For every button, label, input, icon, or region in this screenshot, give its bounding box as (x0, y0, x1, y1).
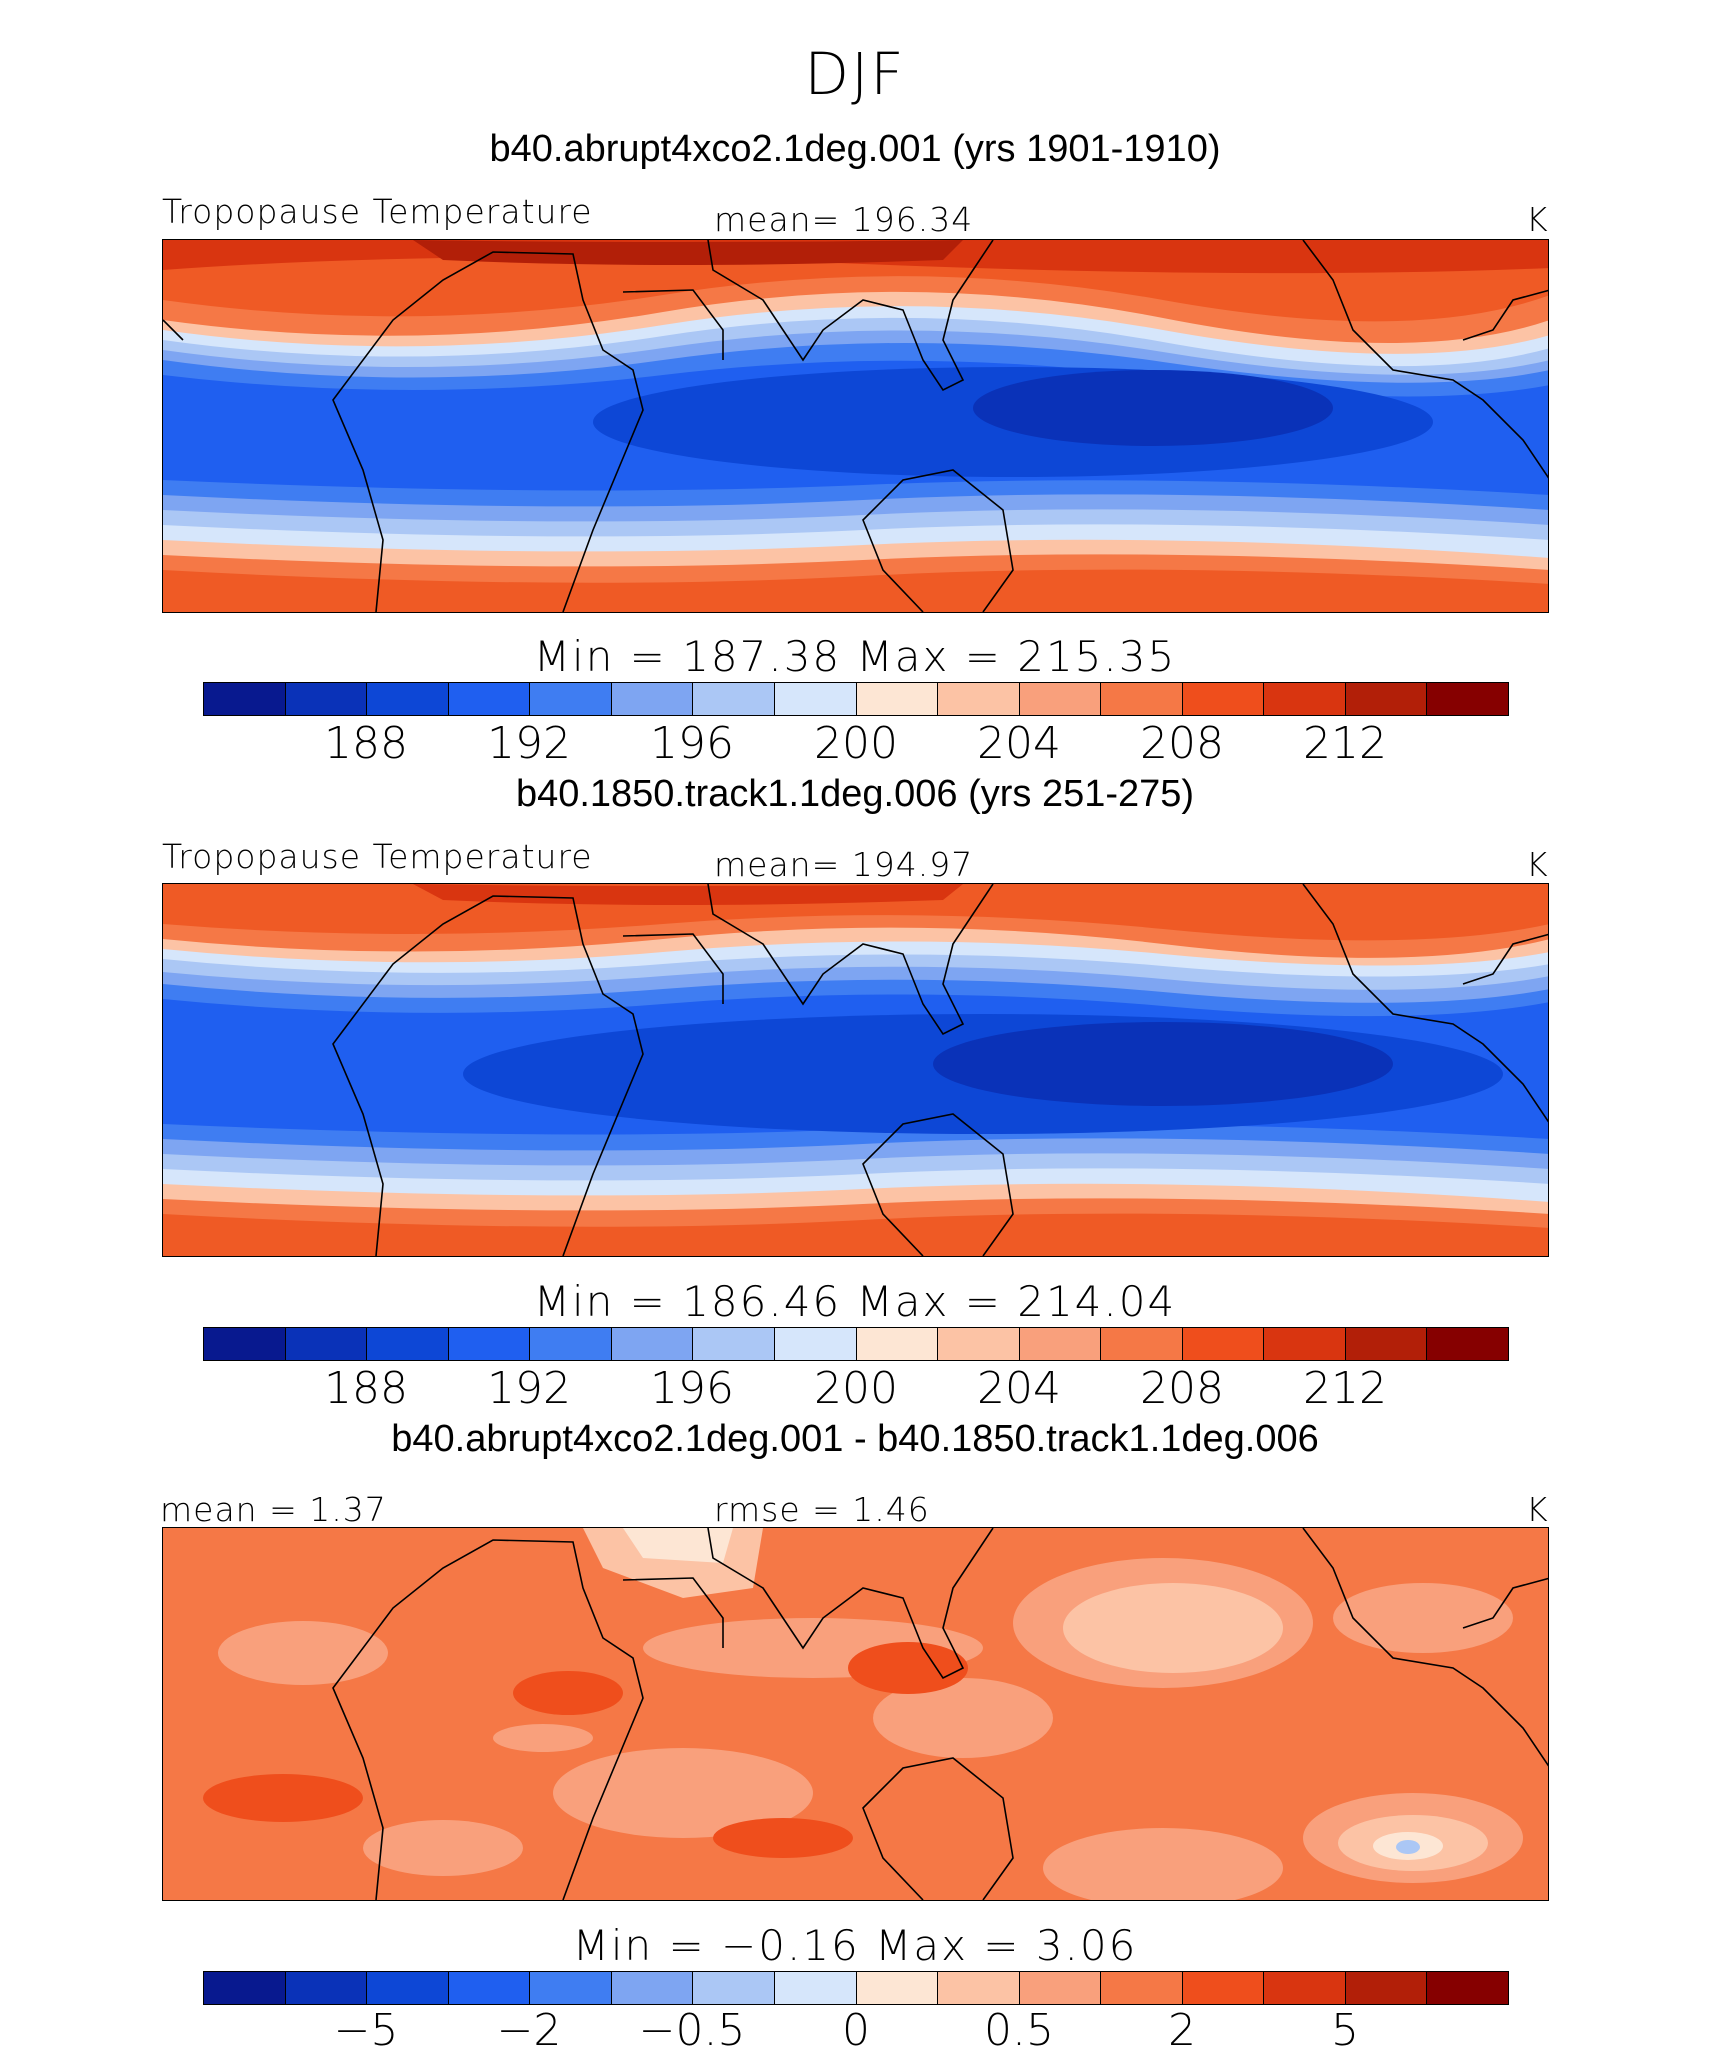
colorbar-swatch (938, 1972, 1020, 2004)
colorbar-swatch (204, 683, 286, 715)
panel-3-rmse-label: rmse = 1.46 (714, 1490, 930, 1529)
panel-2-tick-label: 212 (1303, 1363, 1387, 1414)
colorbar-swatch (1345, 683, 1428, 715)
colorbar-swatch (611, 1972, 694, 2004)
colorbar-swatch (774, 1972, 857, 2004)
colorbar-swatch (285, 1328, 368, 1360)
panel-2-title: b40.1850.track1.1deg.006 (yrs 251-275) (515, 773, 1195, 815)
panel-3-contour-field (163, 1528, 1548, 1900)
panel-3-colorbar (203, 1971, 1509, 2005)
colorbar-swatch (1101, 1328, 1183, 1360)
panel-2-colorbar (203, 1327, 1509, 1361)
colorbar-swatch (611, 683, 694, 715)
colorbar-swatch (448, 683, 531, 715)
panel-1-colorbar (203, 682, 1509, 716)
colorbar-swatch (1264, 1972, 1346, 2004)
colorbar-swatch (1182, 1972, 1265, 2004)
colorbar-swatch (693, 683, 775, 715)
panel-1-tick-label: 196 (650, 718, 734, 769)
panel-1-minmax: Min = 187.38 Max = 215.35 (533, 632, 1177, 681)
panel-2-contour-field (163, 884, 1548, 1256)
colorbar-swatch (774, 683, 857, 715)
panel-1-variable-label: Tropopause Temperature (162, 192, 593, 231)
colorbar-swatch (530, 683, 612, 715)
colorbar-swatch (1101, 683, 1183, 715)
colorbar-swatch (938, 1328, 1020, 1360)
panel-2-map (162, 883, 1549, 1257)
panel-3-title: b40.abrupt4xco2.1deg.001 - b40.1850.trac… (391, 1418, 1319, 1460)
colorbar-swatch (285, 1972, 368, 2004)
colorbar-swatch (1182, 683, 1265, 715)
panel-2-tick-label: 208 (1140, 1363, 1224, 1414)
colorbar-swatch (1345, 1328, 1428, 1360)
colorbar-swatch (856, 1972, 939, 2004)
figure-title: DJF (804, 40, 906, 108)
colorbar-swatch (204, 1328, 286, 1360)
colorbar-swatch (367, 1328, 449, 1360)
panel-2-mean-label: mean= 194.97 (714, 845, 974, 884)
panel-1-units-label: K (1526, 200, 1549, 239)
colorbar-swatch (1264, 683, 1346, 715)
panel-3-tick-label: 0 (842, 2005, 870, 2056)
colorbar-swatch (204, 1972, 286, 2004)
colorbar-swatch (856, 1328, 939, 1360)
colorbar-swatch (1427, 683, 1508, 715)
panel-2-tick-label: 196 (650, 1363, 734, 1414)
colorbar-swatch (367, 683, 449, 715)
colorbar-swatch (1019, 683, 1102, 715)
colorbar-swatch (1019, 1328, 1102, 1360)
panel-1-tick-label: 192 (487, 718, 571, 769)
panel-2-tick-label: 204 (977, 1363, 1061, 1414)
panel-1-tick-label: 208 (1140, 718, 1224, 769)
panel-1-mean-label: mean= 196.34 (714, 200, 974, 239)
panel-2-minmax: Min = 186.46 Max = 214.04 (533, 1277, 1177, 1326)
panel-1-contour-field (163, 240, 1548, 612)
colorbar-swatch (1427, 1972, 1508, 2004)
colorbar-swatch (1345, 1972, 1428, 2004)
panel-3-tick-label: 0.5 (984, 2005, 1054, 2056)
panel-1-map (162, 239, 1549, 613)
panel-1-tick-label: 188 (324, 718, 408, 769)
colorbar-swatch (448, 1972, 531, 2004)
colorbar-swatch (1101, 1972, 1183, 2004)
colorbar-swatch (1182, 1328, 1265, 1360)
panel-2-tick-label: 188 (324, 1363, 408, 1414)
colorbar-swatch (530, 1328, 612, 1360)
panel-3-tick-label: −5 (333, 2005, 399, 2056)
colorbar-swatch (774, 1328, 857, 1360)
panel-3-tick-label: −2 (496, 2005, 562, 2056)
colorbar-swatch (448, 1328, 531, 1360)
panel-3-tick-label: −0.5 (638, 2005, 746, 2056)
colorbar-swatch (693, 1328, 775, 1360)
panel-3-map (162, 1527, 1549, 1901)
panel-2-tick-label: 200 (814, 1363, 898, 1414)
panel-3-tick-label: 5 (1331, 2005, 1359, 2056)
colorbar-swatch (530, 1972, 612, 2004)
panel-1-tick-label: 212 (1303, 718, 1387, 769)
colorbar-swatch (693, 1972, 775, 2004)
colorbar-swatch (611, 1328, 694, 1360)
panel-1-tick-label: 204 (977, 718, 1061, 769)
panel-2-units-label: K (1526, 845, 1549, 884)
panel-3-mean-label: mean = 1.37 (160, 1490, 387, 1529)
colorbar-swatch (1264, 1328, 1346, 1360)
colorbar-swatch (367, 1972, 449, 2004)
colorbar-swatch (1019, 1972, 1102, 2004)
panel-3-minmax: Min = −0.16 Max = 3.06 (572, 1921, 1138, 1970)
panel-3-units-label: K (1526, 1490, 1549, 1529)
panel-2-variable-label: Tropopause Temperature (162, 837, 593, 876)
panel-2-tick-label: 192 (487, 1363, 571, 1414)
panel-1-tick-label: 200 (814, 718, 898, 769)
panel-3-tick-label: 2 (1168, 2005, 1196, 2056)
colorbar-swatch (285, 683, 368, 715)
colorbar-swatch (1427, 1328, 1508, 1360)
panel-1-title: b40.abrupt4xco2.1deg.001 (yrs 1901-1910) (489, 128, 1221, 170)
colorbar-swatch (856, 683, 939, 715)
colorbar-swatch (938, 683, 1020, 715)
